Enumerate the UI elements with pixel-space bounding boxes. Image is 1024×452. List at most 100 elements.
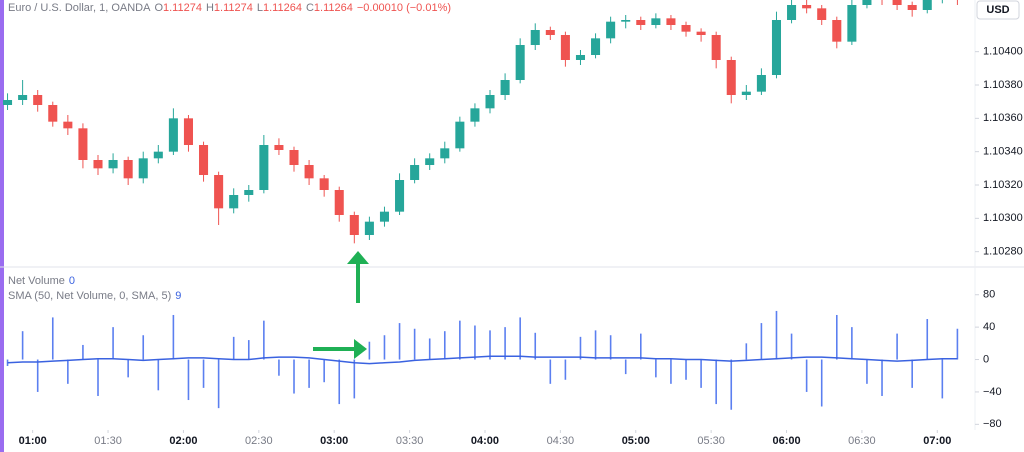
candle-body: [591, 38, 601, 55]
candle-body: [847, 5, 857, 42]
x-tick-label: 04:30: [547, 435, 575, 447]
x-tick-label: 07:00: [923, 435, 951, 447]
x-tick-label: 03:00: [320, 435, 348, 447]
series-last-value: 9: [175, 290, 182, 302]
y-tick-label: 40: [983, 321, 995, 333]
x-tick-label: 04:00: [471, 435, 499, 447]
x-tick-label: 01:30: [94, 435, 122, 447]
x-tick-label: 02:30: [245, 435, 273, 447]
ohlc-key: C: [305, 2, 314, 14]
candle-body: [153, 151, 163, 159]
candle-body: [741, 91, 751, 95]
candle-body: [334, 190, 344, 215]
candle-body: [3, 100, 13, 105]
candle-body: [530, 30, 540, 45]
candle-body: [214, 175, 224, 209]
candle-body: [168, 118, 178, 152]
y-tick-label: 1.10320: [983, 179, 1023, 191]
ohlc-value: 1.11274: [213, 2, 253, 14]
candle-body: [922, 0, 932, 10]
candle-body: [78, 128, 88, 160]
indicator-label: Net Volume 0: [8, 275, 75, 287]
currency-label[interactable]: USD: [986, 4, 1009, 16]
candle-body: [545, 30, 555, 35]
indicator-label: SMA (50, Net Volume, 0, SMA, 5) 9: [8, 290, 181, 302]
candle-body: [651, 18, 661, 25]
candle-body: [93, 160, 103, 169]
candle-body: [274, 145, 284, 150]
candle-body: [108, 160, 118, 169]
symbol-title: Euro / U.S. Dollar, 1, OANDA: [8, 2, 151, 14]
y-tick-label: 80: [983, 289, 995, 301]
candle-body: [681, 25, 691, 32]
x-tick-label: 06:00: [772, 435, 800, 447]
x-tick-label: 05:00: [622, 435, 650, 447]
candle-body: [63, 121, 73, 129]
y-tick-label: 1.10340: [983, 146, 1023, 158]
candles: [3, 0, 958, 244]
left-edge: [0, 0, 4, 452]
currency-button[interactable]: [976, 0, 1020, 20]
y-tick-label: 1.10280: [983, 246, 1023, 258]
candle-body: [425, 158, 435, 165]
candle-body: [907, 5, 917, 10]
candle-body: [138, 158, 148, 179]
ohlc-key: L: [256, 2, 263, 14]
y-tick-label: −80: [983, 418, 1002, 430]
candle-body: [364, 221, 374, 235]
x-tick-label: 01:00: [19, 435, 47, 447]
y-tick-label: 1.10400: [983, 46, 1023, 58]
candle-body: [787, 5, 797, 20]
candle-body: [892, 0, 902, 5]
ohlc-key: O: [154, 2, 163, 14]
annotation-arrows: [313, 251, 369, 359]
candle-body: [711, 35, 721, 60]
y-tick-label: 1.10300: [983, 212, 1023, 224]
candle-body: [560, 35, 570, 60]
candle-body: [802, 5, 812, 9]
candle-body: [18, 95, 28, 100]
candle-body: [696, 31, 706, 35]
volume: [6, 310, 959, 410]
candle-body: [666, 18, 676, 25]
candle-body: [756, 75, 766, 92]
ohlc-value: 1.11274: [163, 2, 202, 14]
candle-body: [470, 108, 480, 122]
sma-line: [7, 355, 958, 365]
candle-body: [244, 190, 254, 195]
y-tick-label: 0: [983, 353, 989, 365]
series-name: Net Volume: [8, 275, 65, 287]
candle-body: [621, 20, 631, 22]
candle-body: [33, 95, 43, 105]
candle-body: [48, 105, 58, 122]
x-tick-label: 05:30: [697, 435, 725, 447]
candle-body: [862, 0, 872, 5]
x-tick-label: 03:30: [396, 435, 424, 447]
price-change: −0.00010 (−0.01%): [356, 2, 452, 14]
y-tick-label: 1.10380: [983, 79, 1023, 91]
candle-body: [199, 145, 209, 175]
series-last-value: 0: [68, 275, 75, 287]
candle-body: [440, 148, 450, 159]
y-tick-label: −40: [983, 386, 1002, 398]
candle-body: [606, 21, 616, 39]
candle-body: [455, 121, 465, 149]
ohlc-value: 1.11264: [313, 2, 353, 14]
candle-body: [183, 118, 193, 145]
symbol-header: Euro / U.S. Dollar, 1, OANDA O1.11274 H1.1…: [8, 2, 455, 14]
candle-body: [395, 180, 405, 212]
x-tick-label: 02:00: [169, 435, 197, 447]
candle-body: [500, 80, 510, 95]
candle-body: [379, 211, 389, 222]
candle-body: [485, 95, 495, 109]
candle-body: [817, 8, 827, 20]
candle-body: [123, 160, 133, 179]
candle-body: [832, 20, 842, 42]
x-tick-label: 06:30: [848, 435, 876, 447]
candle-body: [289, 150, 299, 165]
ohlc-key: H: [205, 2, 214, 14]
candle-body: [349, 215, 359, 235]
candle-body: [636, 20, 646, 25]
